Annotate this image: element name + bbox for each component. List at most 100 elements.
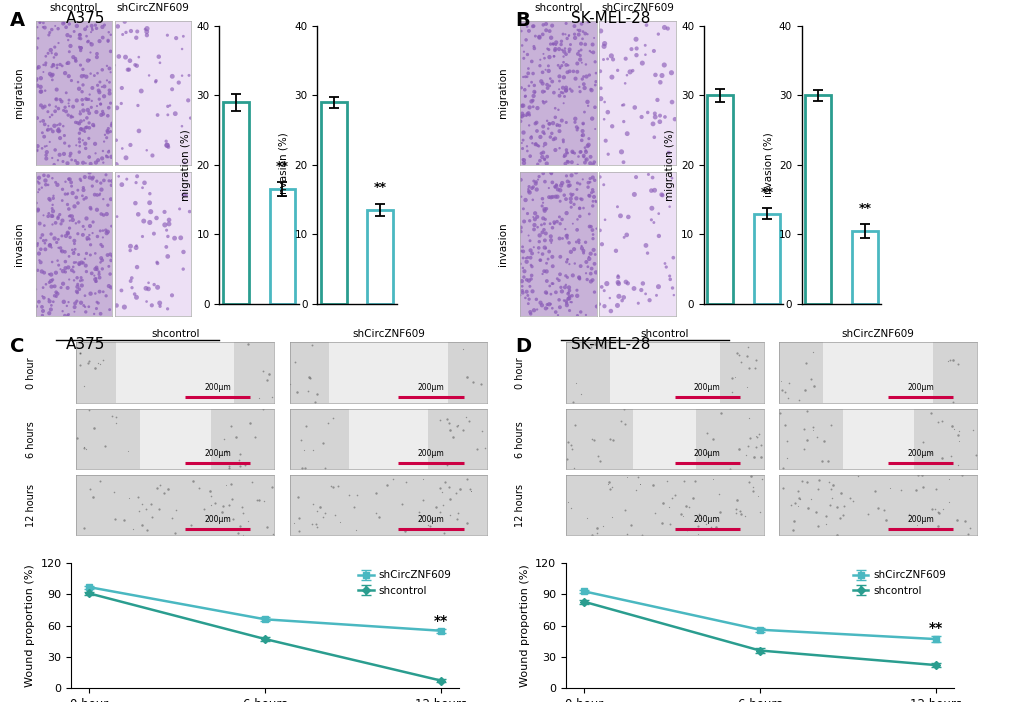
Point (81, 355, 97, 366)
Point (587, 249, 603, 260)
Point (89, 22, 105, 34)
Bar (348, 409, 428, 469)
Point (92, 359, 108, 370)
Point (572, 178, 588, 190)
Point (775, 420, 792, 431)
Point (121, 64, 138, 75)
Point (587, 124, 603, 135)
Point (615, 116, 632, 127)
Point (722, 386, 739, 397)
Point (83, 47, 99, 58)
Point (59, 300, 75, 312)
Point (593, 239, 609, 250)
Point (608, 201, 625, 213)
Point (570, 234, 586, 246)
Point (84, 102, 100, 113)
Point (579, 29, 595, 40)
Point (555, 72, 572, 83)
Point (541, 119, 557, 130)
Point (107, 513, 123, 524)
Point (159, 29, 175, 41)
Point (929, 416, 946, 427)
Point (217, 445, 233, 456)
Point (573, 241, 589, 252)
Point (519, 49, 535, 60)
Point (47, 20, 63, 32)
Point (133, 498, 150, 510)
Point (513, 245, 529, 256)
Point (598, 278, 614, 289)
Point (265, 529, 281, 540)
Point (914, 482, 930, 493)
Point (675, 475, 691, 486)
Point (62, 31, 78, 42)
Point (35, 291, 51, 302)
Point (741, 477, 757, 488)
Point (84, 20, 100, 32)
Point (531, 60, 547, 72)
Point (34, 266, 50, 277)
Point (39, 147, 55, 158)
Point (547, 286, 564, 298)
Point (448, 420, 465, 431)
Point (569, 66, 585, 77)
Point (660, 501, 677, 512)
Text: 200μm: 200μm (417, 383, 444, 392)
Point (143, 206, 159, 218)
Point (712, 407, 729, 418)
Point (556, 223, 573, 234)
Point (536, 86, 552, 97)
Point (47, 281, 63, 292)
Point (82, 234, 98, 245)
Point (36, 59, 52, 70)
Point (546, 181, 562, 192)
Text: invasion: invasion (14, 223, 23, 266)
Point (77, 93, 94, 105)
Point (91, 93, 107, 105)
Point (584, 196, 600, 207)
Point (79, 232, 96, 244)
Point (46, 233, 62, 244)
Point (108, 300, 124, 311)
Point (561, 39, 578, 51)
Point (633, 112, 649, 123)
Point (518, 256, 534, 267)
Point (43, 269, 59, 280)
Text: **: ** (858, 201, 870, 215)
Point (568, 121, 584, 133)
Point (126, 289, 143, 300)
Text: shCircZNF609: shCircZNF609 (116, 3, 190, 13)
Point (900, 508, 916, 519)
Point (36, 292, 52, 303)
Point (551, 233, 568, 244)
Point (76, 301, 93, 312)
Point (721, 463, 738, 475)
Point (527, 138, 543, 150)
Point (64, 214, 81, 225)
Point (45, 206, 61, 217)
Point (115, 514, 131, 525)
Point (524, 138, 540, 149)
Point (544, 191, 560, 202)
Point (555, 46, 572, 58)
Point (42, 112, 58, 123)
Point (543, 76, 559, 87)
Point (60, 173, 76, 185)
Point (586, 175, 602, 186)
Point (551, 143, 568, 154)
Text: shcontrol: shcontrol (640, 329, 689, 339)
Point (578, 256, 594, 267)
Point (933, 452, 950, 463)
Point (394, 498, 411, 510)
Point (230, 454, 247, 465)
Point (101, 88, 117, 99)
Point (659, 23, 676, 34)
Point (83, 204, 99, 215)
Point (513, 25, 529, 37)
Point (414, 494, 430, 505)
Point (515, 203, 531, 214)
Point (773, 483, 790, 494)
Point (519, 71, 535, 82)
Point (545, 39, 561, 50)
Point (796, 385, 812, 396)
